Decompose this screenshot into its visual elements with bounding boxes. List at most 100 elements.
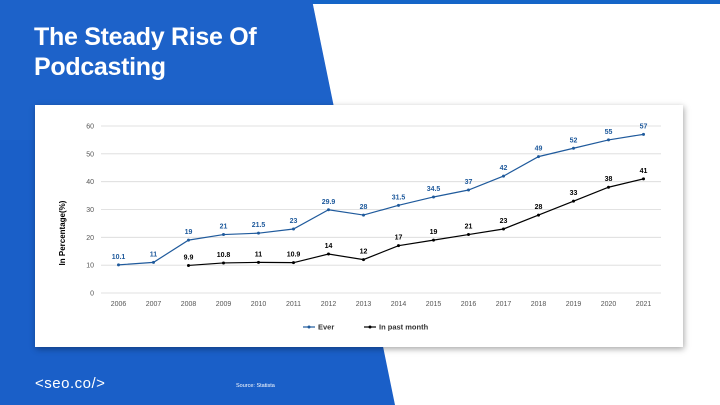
data-point bbox=[502, 174, 505, 178]
slide-title: The Steady Rise Of Podcasting bbox=[34, 23, 257, 81]
data-point bbox=[397, 244, 400, 248]
x-tick-label: 2015 bbox=[426, 301, 442, 308]
data-point bbox=[607, 138, 610, 142]
data-label: 19 bbox=[430, 229, 438, 236]
y-tick-label: 10 bbox=[86, 263, 94, 270]
x-tick-label: 2009 bbox=[216, 301, 232, 308]
top-accent-bar bbox=[0, 0, 720, 4]
data-point bbox=[467, 188, 470, 192]
x-tick-label: 2020 bbox=[601, 301, 617, 308]
data-label: 10.8 bbox=[217, 252, 231, 259]
data-label: 11 bbox=[255, 251, 263, 258]
data-point bbox=[257, 260, 260, 264]
data-label: 37 bbox=[465, 179, 473, 186]
data-point bbox=[502, 227, 505, 231]
data-label: 29.9 bbox=[322, 199, 336, 206]
data-label: 21.5 bbox=[252, 222, 266, 229]
source-note: Source: Statista bbox=[236, 383, 275, 389]
data-point bbox=[537, 155, 540, 159]
y-tick-label: 30 bbox=[86, 207, 94, 214]
data-label: 52 bbox=[570, 137, 578, 144]
data-point bbox=[432, 238, 435, 242]
x-tick-label: 2013 bbox=[356, 301, 372, 308]
x-axis-ticks: 2006 2007 2008 2009 2010 2011 2012 2013 2014 2015… bbox=[111, 301, 652, 308]
x-tick-label: 2007 bbox=[146, 301, 162, 308]
x-tick-label: 2016 bbox=[461, 301, 477, 308]
data-point bbox=[292, 261, 295, 265]
data-label: 14 bbox=[325, 243, 333, 250]
seo-co-logo: <seo.co/> bbox=[35, 375, 106, 392]
data-point bbox=[467, 233, 470, 237]
y-axis-ticks: 0 10 20 30 40 50 60 bbox=[86, 124, 94, 298]
y-axis-label: In Percentage(%) bbox=[58, 200, 67, 265]
data-label: 10.1 bbox=[112, 254, 126, 261]
data-point bbox=[292, 227, 295, 231]
data-point bbox=[117, 263, 120, 267]
x-tick-label: 2014 bbox=[391, 301, 407, 308]
x-tick-label: 2021 bbox=[636, 301, 652, 308]
data-point bbox=[187, 263, 190, 267]
data-label: 21 bbox=[220, 224, 228, 231]
series-lines bbox=[117, 132, 645, 267]
data-point bbox=[432, 195, 435, 199]
legend-label: In past month bbox=[379, 323, 429, 332]
data-label: 11 bbox=[150, 251, 158, 258]
data-label: 55 bbox=[605, 129, 613, 136]
x-tick-label: 2006 bbox=[111, 301, 127, 308]
data-label: 23 bbox=[290, 218, 298, 225]
y-tick-label: 40 bbox=[86, 179, 94, 186]
legend-marker bbox=[368, 325, 372, 329]
data-point bbox=[222, 261, 225, 265]
x-tick-label: 2018 bbox=[531, 301, 547, 308]
data-point bbox=[257, 231, 260, 235]
x-tick-label: 2011 bbox=[286, 301, 301, 308]
legend-label: Ever bbox=[318, 323, 334, 332]
x-tick-label: 2012 bbox=[321, 301, 337, 308]
y-tick-label: 20 bbox=[86, 235, 94, 242]
data-label: 28 bbox=[360, 204, 368, 211]
data-label: 9.9 bbox=[184, 254, 194, 261]
data-label: 49 bbox=[535, 146, 543, 153]
data-point bbox=[642, 177, 645, 181]
chart-card: 0 10 20 30 40 50 60 2006 2007 2008 2009 2010 2011 20… bbox=[35, 105, 683, 347]
data-label: 17 bbox=[395, 235, 403, 242]
data-point bbox=[397, 203, 400, 207]
data-point bbox=[152, 260, 155, 264]
data-label: 34.5 bbox=[427, 186, 441, 193]
data-point bbox=[327, 252, 330, 256]
data-point bbox=[642, 132, 645, 136]
x-tick-label: 2019 bbox=[566, 301, 582, 308]
data-label: 21 bbox=[465, 224, 473, 231]
x-tick-label: 2008 bbox=[181, 301, 197, 308]
data-point bbox=[362, 213, 365, 217]
x-tick-label: 2017 bbox=[496, 301, 512, 308]
data-point bbox=[537, 213, 540, 217]
data-label: 23 bbox=[500, 218, 508, 225]
y-tick-label: 50 bbox=[86, 151, 94, 158]
data-label: 41 bbox=[640, 168, 648, 175]
gridlines bbox=[101, 125, 661, 294]
data-point bbox=[362, 258, 365, 262]
data-point bbox=[187, 238, 190, 242]
data-point bbox=[572, 146, 575, 150]
data-point bbox=[607, 185, 610, 189]
data-label: 10.9 bbox=[287, 252, 301, 259]
legend: Ever In past month bbox=[303, 323, 429, 332]
data-label: 12 bbox=[360, 249, 368, 256]
x-tick-label: 2010 bbox=[251, 301, 267, 308]
data-point bbox=[327, 208, 330, 212]
y-tick-label: 0 bbox=[90, 291, 94, 298]
legend-marker bbox=[307, 325, 311, 329]
data-label: 19 bbox=[185, 229, 193, 236]
data-label: 42 bbox=[500, 165, 508, 172]
series-line-ever bbox=[118, 133, 644, 266]
data-labels: 10.1 11 19 21 21.5 23 29.9 28 31.5 34.5 37 42 49 52 55… bbox=[112, 123, 648, 261]
data-label: 33 bbox=[570, 190, 578, 197]
data-label: 57 bbox=[640, 123, 648, 130]
data-label: 31.5 bbox=[392, 194, 406, 201]
y-tick-label: 60 bbox=[86, 124, 94, 131]
data-point bbox=[572, 199, 575, 203]
data-point bbox=[222, 233, 225, 237]
data-label: 28 bbox=[535, 204, 543, 211]
